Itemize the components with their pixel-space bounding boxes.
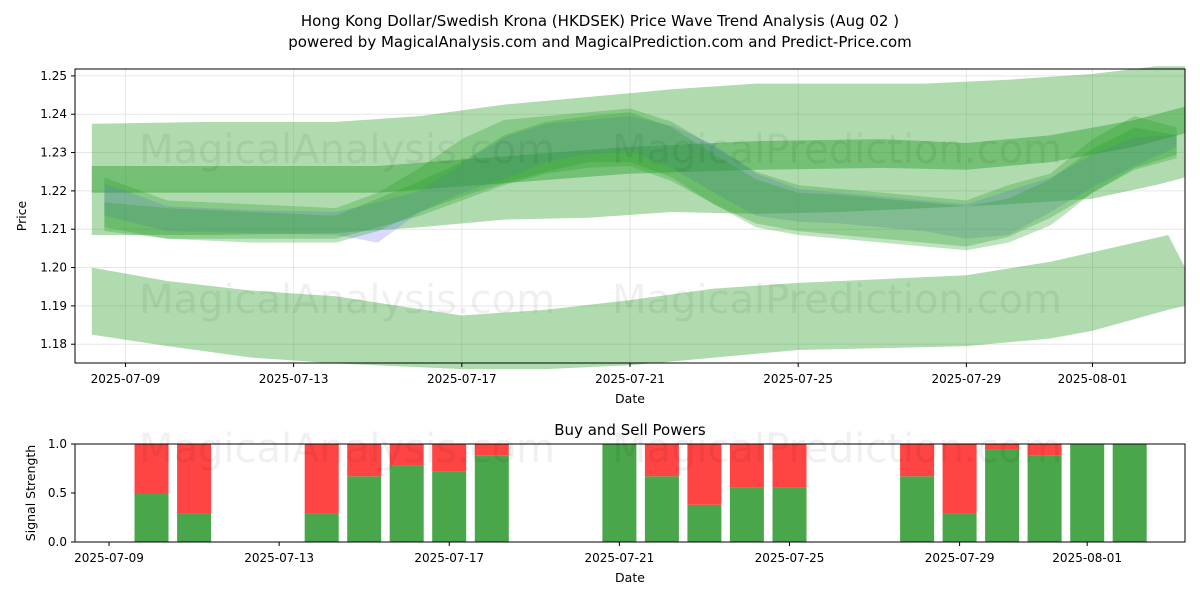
buy-bar [389, 465, 424, 542]
price-band-3 [104, 116, 1177, 243]
buy-bar [1112, 444, 1147, 542]
signal-y-tick-label: 0.5 [48, 486, 67, 500]
price-y-tick-label: 1.22 [40, 184, 67, 198]
buy-bar [772, 487, 807, 542]
price-y-ticks: 1.18 1.19 1.20 1.21 1.22 1.23 1.24 1.25 [40, 69, 75, 351]
buy-bar [985, 449, 1020, 542]
buy-bar [474, 455, 509, 542]
sell-bar [347, 444, 382, 477]
watermark-prediction-mid: MagicalPrediction.com [612, 277, 1062, 323]
price-x-tick-label: 2025-07-25 [763, 372, 833, 386]
sell-bar [432, 444, 467, 472]
signal-y-tick-label: 0.0 [48, 535, 67, 549]
signal-y-tick-label: 1.0 [48, 437, 67, 451]
signal-x-ticks: 2025-07-09 2025-07-13 2025-07-17 2025-07-21… [74, 542, 1122, 565]
price-x-tick-label: 2025-07-21 [595, 372, 665, 386]
watermark-analysis-top: MagicalAnalysis.com [139, 127, 555, 173]
price-x-tick-label: 2025-07-29 [931, 372, 1001, 386]
sell-bar [134, 444, 169, 493]
signal-x-tick-label: 2025-07-29 [925, 551, 995, 565]
price-x-tick-label: 2025-07-17 [427, 372, 497, 386]
buy-bar [134, 493, 169, 542]
sell-bar [644, 444, 679, 477]
buy-bar [687, 504, 722, 542]
chart-subtitle: powered by MagicalAnalysis.com and Magic… [288, 33, 912, 51]
price-y-tick-label: 1.19 [40, 299, 67, 313]
price-band-4 [104, 108, 1177, 251]
buy-sell-title: Buy and Sell Powers [554, 421, 706, 439]
buy-bar [432, 471, 467, 542]
buy-bar [729, 487, 764, 542]
sell-bar [687, 444, 722, 505]
price-x-tick-label: 2025-08-01 [1058, 372, 1128, 386]
signal-x-tick-label: 2025-07-25 [755, 551, 825, 565]
signal-x-tick-label: 2025-07-09 [74, 551, 144, 565]
buy-bar [1027, 455, 1062, 542]
signal-y-ticks: 0.0 0.5 1.0 [48, 437, 75, 549]
sell-bar [1027, 444, 1062, 456]
signal-bars [134, 444, 1147, 542]
sell-bar [942, 444, 977, 514]
sell-bar [985, 444, 1020, 450]
buy-bar [602, 444, 637, 542]
price-band-5 [104, 112, 1177, 247]
sell-bar [389, 444, 424, 466]
signal-x-tick-label: 2025-08-01 [1052, 551, 1122, 565]
buy-bar [177, 513, 212, 542]
sell-bar [729, 444, 764, 488]
price-band-2 [91, 106, 1185, 193]
price-band-0 [91, 66, 1185, 235]
price-wave-plot: MagicalAnalysis.com MagicalPrediction.co… [14, 66, 1186, 406]
sell-bar [304, 444, 339, 514]
signal-x-axis-label: Date [615, 570, 645, 585]
sell-bar [177, 444, 212, 514]
buy-bar [1070, 444, 1105, 542]
price-x-tick-label: 2025-07-09 [91, 372, 161, 386]
price-y-tick-label: 1.21 [40, 222, 67, 236]
signal-x-tick-label: 2025-07-17 [414, 551, 484, 565]
buy-bar [644, 476, 679, 542]
buy-bar [900, 476, 935, 542]
price-y-tick-label: 1.23 [40, 146, 67, 160]
buy-bar [304, 513, 339, 542]
price-band-1 [91, 235, 1185, 370]
price-y-axis-label: Price [14, 200, 29, 231]
price-y-tick-label: 1.24 [40, 107, 67, 121]
price-bands [91, 66, 1185, 370]
signal-x-tick-label: 2025-07-21 [584, 551, 654, 565]
buy-bar [347, 476, 382, 542]
sell-bar [474, 444, 509, 456]
watermark-prediction-bottom: MagicalPrediction.com [612, 426, 1062, 472]
watermark-analysis-mid: MagicalAnalysis.com [139, 277, 555, 323]
price-x-axis-label: Date [615, 391, 645, 406]
signal-x-tick-label: 2025-07-13 [244, 551, 314, 565]
price-y-tick-label: 1.18 [40, 337, 67, 351]
sell-bar [772, 444, 807, 488]
price-y-tick-label: 1.25 [40, 69, 67, 83]
watermark-prediction-top: MagicalPrediction.com [612, 127, 1062, 173]
price-grid [75, 69, 1185, 363]
signal-y-axis-label: Signal Strength [23, 445, 38, 541]
price-x-ticks: 2025-07-09 2025-07-13 2025-07-17 2025-07-21… [91, 363, 1128, 386]
buy-sell-plot: Buy and Sell Powers MagicalAnalysis.com … [23, 421, 1186, 585]
buy-bar [942, 513, 977, 542]
price-y-tick-label: 1.20 [40, 261, 67, 275]
chart-title: Hong Kong Dollar/Swedish Krona (HKDSEK) … [301, 12, 899, 30]
sell-bar [900, 444, 935, 477]
watermark-analysis-bottom: MagicalAnalysis.com [139, 426, 555, 472]
price-x-tick-label: 2025-07-13 [259, 372, 329, 386]
